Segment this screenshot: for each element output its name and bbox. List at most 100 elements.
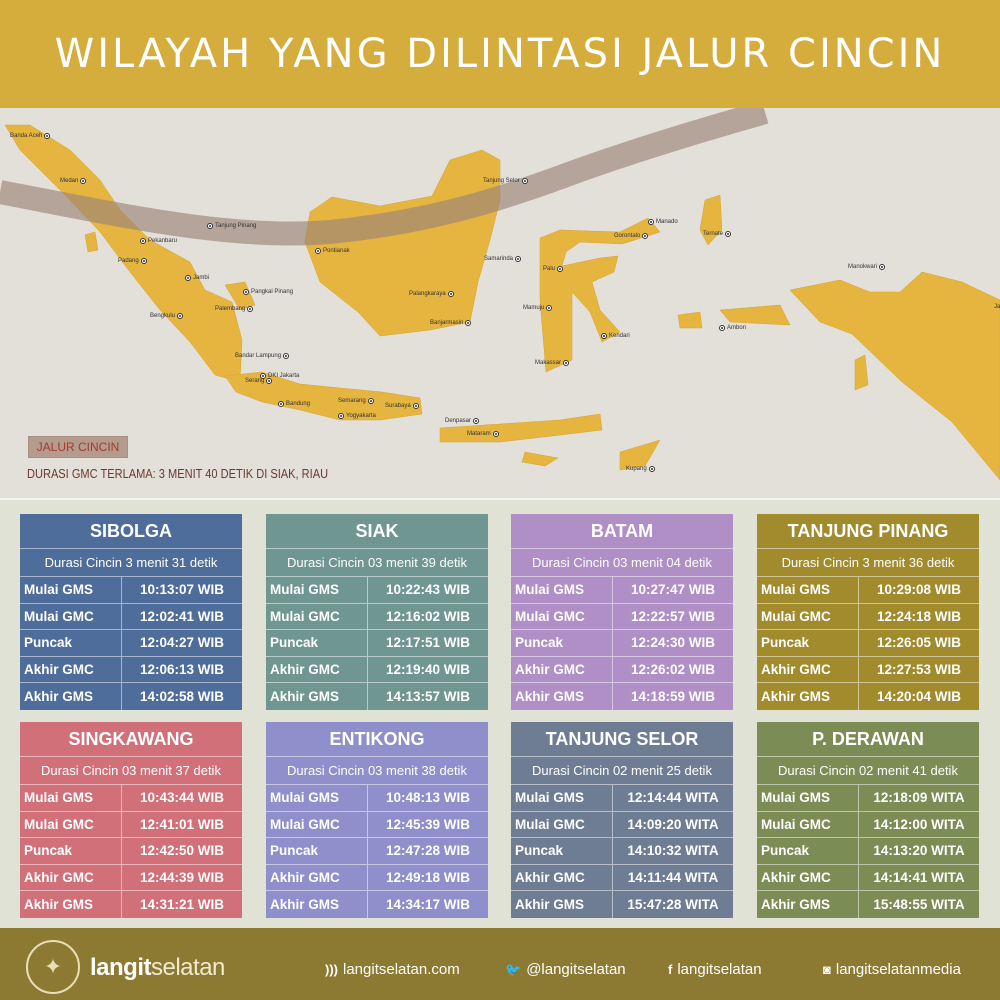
table-row: Mulai GMS 10:22:43 WIB (266, 577, 488, 604)
phase-time: 14:34:17 WIB (385, 897, 471, 913)
phase-time: 12:26:02 WIB (630, 662, 716, 678)
phase-label: Mulai GMS (757, 577, 859, 603)
city-marker: Yogyakarta (338, 413, 376, 419)
phase-label: Mulai GMS (511, 577, 613, 603)
table-row: Puncak 12:17:51 WIB (266, 630, 488, 657)
city-label: Bandar Lampung (235, 353, 282, 359)
phase-label: Puncak (266, 838, 368, 864)
table-row: Mulai GMS 10:48:13 WIB (266, 785, 488, 812)
phase-label: Mulai GMC (757, 811, 859, 838)
city-label: Ternate (703, 231, 724, 237)
phase-label: Puncak (757, 630, 859, 656)
city-dot-icon (601, 333, 607, 339)
city-label: Mataram (467, 431, 491, 437)
table-row: Akhir GMC 12:49:18 WIB (266, 864, 488, 892)
phase-label: Puncak (266, 630, 368, 656)
city-label: Makassar (535, 360, 562, 366)
card-title: SINGKAWANG (20, 722, 242, 757)
phase-time: 10:27:47 WIB (630, 582, 716, 598)
phase-time: 10:29:08 WIB (876, 582, 962, 598)
city-dot-icon (719, 325, 725, 331)
city-dot-icon (725, 231, 732, 237)
phase-time: 12:26:05 WIB (876, 635, 962, 651)
phase-label: Mulai GMC (20, 811, 122, 838)
table-row: Mulai GMC 12:41:01 WIB (20, 811, 242, 839)
card-title: SIAK (266, 514, 488, 549)
table-row: Akhir GMC 12:19:40 WIB (266, 656, 488, 684)
phase-time: 12:19:40 WIB (385, 662, 471, 678)
table-row: Akhir GMC 12:44:39 WIB (20, 864, 242, 892)
city-label: Kupang (626, 466, 647, 472)
facebook-link[interactable]: f langitselatan (668, 961, 762, 978)
city-dot-icon (207, 223, 213, 229)
city-label: Banjarmasin (430, 320, 464, 326)
city-dot-icon (447, 291, 454, 297)
phase-time: 12:27:53 WIB (876, 662, 962, 678)
halmahera (699, 194, 723, 246)
nias (84, 231, 99, 253)
header: WILAYAH YANG DILINTASI JALUR CINCIN (0, 0, 1000, 108)
phase-label: Akhir GMS (757, 683, 859, 710)
facebook-icon: f (668, 962, 673, 977)
card-title: P. DERAWAN (757, 722, 979, 757)
city-dot-icon (546, 305, 553, 311)
city-label: Kendari (609, 333, 630, 339)
table-row: Mulai GMS 10:27:47 WIB (511, 577, 733, 604)
phase-label: Mulai GMC (511, 811, 613, 838)
table-row: Mulai GMC 12:24:18 WIB (757, 603, 979, 631)
city-label: Semarang (338, 398, 366, 404)
city-marker: Bengkulu (150, 313, 184, 319)
phase-time: 12:41:01 WIB (139, 816, 225, 832)
table-row: Mulai GMS 12:14:44 WITA (511, 785, 733, 812)
city-dot-icon (278, 401, 284, 407)
phase-time: 14:20:04 WIB (876, 689, 962, 705)
phase-label: Akhir GMS (511, 891, 613, 918)
city-dot-icon (642, 233, 649, 239)
phase-time: 12:24:30 WIB (630, 635, 716, 651)
table-row: Akhir GMS 15:47:28 WITA (511, 891, 733, 918)
table-row: Mulai GMS 10:13:07 WIB (20, 577, 242, 604)
twitter-link[interactable]: 🐦 @langitselatan (505, 961, 626, 978)
city-label: Jambi (193, 275, 210, 281)
city-marker: Banjarmasin (430, 320, 472, 326)
map: Banda Aceh Medan Tanjung Pinang Pekanbaru Pa… (0, 108, 1000, 498)
twitter-icon: 🐦 (505, 961, 522, 977)
brand-name[interactable]: langitselatan (90, 954, 225, 982)
table-row: Mulai GMS 10:43:44 WIB (20, 785, 242, 812)
table-row: Akhir GMS 15:48:55 WITA (757, 891, 979, 918)
instagram-link[interactable]: ◙ langitselatanmedia (823, 961, 961, 978)
city-marker: Palembang (215, 306, 254, 312)
table-row: Mulai GMS 10:29:08 WIB (757, 577, 979, 604)
phase-time: 12:14:44 WITA (627, 790, 719, 806)
city-label: Manado (656, 219, 678, 225)
city-marker: Kendari (601, 333, 630, 339)
phase-label: Mulai GMC (511, 603, 613, 630)
website-link[interactable]: ))) langitselatan.com (325, 961, 460, 978)
city-label: Bandung (286, 401, 311, 407)
sumatra (4, 124, 243, 383)
papua (789, 271, 1000, 481)
phase-time: 12:49:18 WIB (385, 870, 471, 886)
city-marker: Denpasar (445, 418, 480, 424)
phase-time: 12:02:41 WIB (139, 608, 225, 624)
city-label: Ambon (727, 325, 747, 331)
phase-time: 12:16:02 WIB (385, 608, 471, 624)
phase-label: Mulai GMS (20, 577, 122, 603)
city-marker: Padang (118, 258, 147, 264)
city-label: Tanjung Selor (483, 178, 520, 184)
langitselatan-logo: ✦ (26, 940, 80, 994)
phase-time: 10:22:43 WIB (385, 582, 471, 598)
city-label: DKI Jakarta (268, 373, 300, 379)
sumba (521, 451, 559, 467)
city-label: Pekanbaru (148, 238, 178, 244)
city-marker: Tanjung Selor (483, 178, 528, 184)
phase-label: Mulai GMS (20, 785, 122, 811)
city-label: Yogyakarta (346, 413, 376, 419)
phase-time: 12:24:18 WIB (876, 608, 962, 624)
phase-time: 14:14:41 WITA (873, 870, 965, 886)
city-card: SINGKAWANG Durasi Cincin 03 menit 37 deti… (20, 722, 242, 918)
city-marker: Manado (648, 219, 678, 225)
city-dot-icon (177, 313, 184, 319)
indonesia-map (0, 108, 1000, 481)
city-dot-icon (185, 275, 191, 281)
